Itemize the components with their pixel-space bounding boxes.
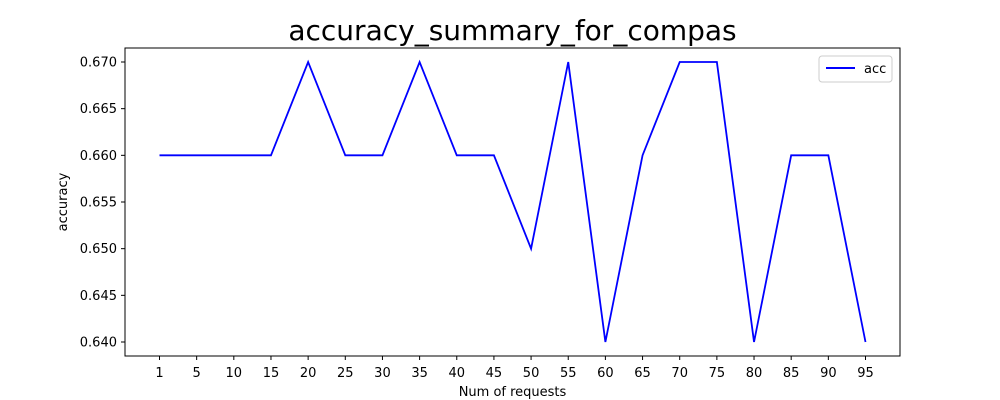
x-tick-label: 55	[560, 366, 577, 381]
x-tick-label: 85	[783, 366, 800, 381]
y-tick-label: 0.650	[80, 242, 117, 257]
y-tick-label: 0.665	[80, 102, 117, 117]
x-tick-label: 5	[193, 366, 201, 381]
series-line-acc	[159, 59, 867, 343]
x-tick-label: 30	[374, 366, 391, 381]
x-tick-label: 75	[709, 366, 726, 381]
legend: acc	[818, 55, 893, 83]
y-tick-label: 0.655	[80, 196, 117, 211]
x-tick-label: 25	[337, 366, 354, 381]
x-tick-label: 60	[597, 366, 614, 381]
x-tick-label: 40	[448, 366, 465, 381]
legend-box	[818, 55, 893, 83]
x-axis-label: Num of requests	[459, 385, 567, 400]
x-tick-label: 20	[300, 366, 317, 381]
x-tick-label: 1	[155, 366, 163, 381]
x-tick-label: 35	[411, 366, 428, 381]
x-tick-label: 95	[857, 366, 874, 381]
x-tick-label: 10	[226, 366, 243, 381]
y-tick-label: 0.670	[80, 56, 117, 71]
x-tick-label: 50	[523, 366, 540, 381]
y-tick-label: 0.640	[80, 336, 117, 351]
x-tick-label: 15	[263, 366, 280, 381]
y-axis-label: accuracy	[56, 172, 71, 231]
chart-title: accuracy_summary_for_compas	[288, 14, 736, 47]
y-tick-label: 0.660	[80, 149, 117, 164]
x-tick-label: 80	[746, 366, 763, 381]
x-tick-label: 65	[634, 366, 651, 381]
x-axis: 1 5 10 15 20 25 30 35 40 45 50 55 60 65 70 75 80 85 90 95	[155, 356, 874, 381]
y-axis: 0.640 0.645 0.650 0.655 0.660 0.665 0.670	[80, 56, 125, 351]
y-tick-label: 0.645	[80, 289, 117, 304]
x-tick-label: 45	[486, 366, 503, 381]
series-layer	[159, 59, 867, 343]
legend-label-acc: acc	[864, 62, 886, 77]
x-tick-label: 90	[820, 366, 837, 381]
x-tick-label: 70	[671, 366, 688, 381]
